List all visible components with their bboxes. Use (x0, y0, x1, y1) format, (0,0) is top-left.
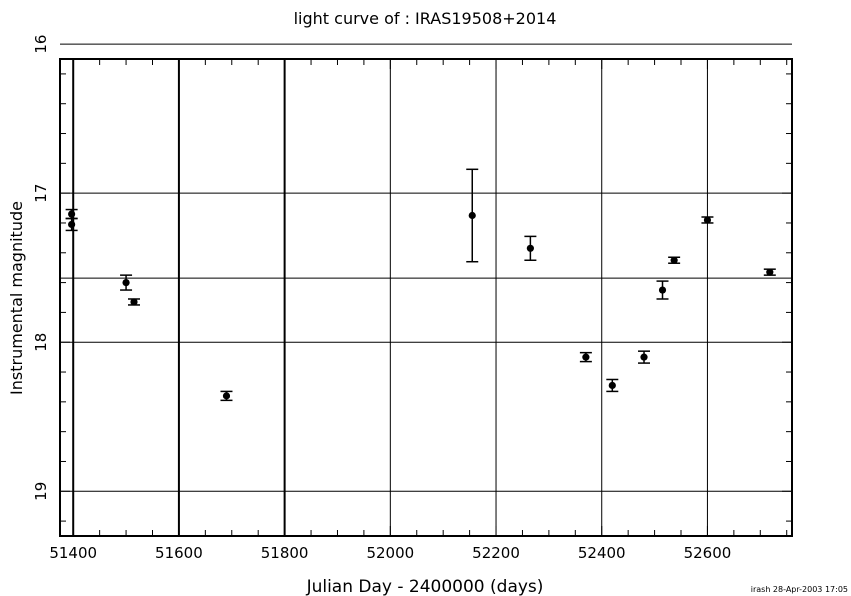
axis-ticks (60, 59, 792, 536)
data-point (668, 256, 681, 264)
data-point (65, 217, 78, 232)
point-marker (670, 256, 678, 264)
point-marker (703, 216, 712, 224)
data-point (524, 235, 537, 261)
data-point (127, 298, 140, 306)
point-marker (122, 278, 130, 287)
x-tick-label: 52000 (366, 544, 414, 562)
y-tick-label: 17 (32, 184, 50, 203)
x-tick-label: 52400 (578, 544, 626, 562)
data-point (579, 351, 592, 363)
data-point (638, 350, 651, 364)
point-marker (608, 381, 616, 390)
data-point (656, 280, 669, 300)
data-point (701, 216, 714, 224)
footer-timestamp: irash 28-Apr-2003 17:05 (751, 585, 848, 594)
point-marker (658, 286, 667, 294)
data-points (65, 168, 776, 402)
point-marker (766, 268, 774, 276)
x-tick-label: 52600 (684, 544, 732, 562)
data-point (466, 168, 479, 263)
point-marker (526, 244, 534, 252)
data-point (763, 268, 776, 276)
point-marker (222, 392, 231, 400)
y-tick-label: 16 (32, 35, 50, 54)
x-tick-label: 51800 (261, 544, 309, 562)
y-axis-label: Instrumental magnitude (7, 201, 26, 395)
point-marker (640, 353, 648, 361)
point-marker (68, 220, 76, 229)
y-tick-label: 18 (32, 333, 50, 352)
chart-title: light curve of : IRAS19508+2014 (294, 9, 557, 28)
data-point (606, 378, 619, 393)
data-point (65, 208, 78, 220)
data-point (120, 274, 133, 291)
point-marker (130, 298, 138, 306)
grid-lines (60, 43, 792, 536)
point-marker (468, 211, 476, 220)
x-tick-label: 51600 (155, 544, 203, 562)
y-tick-label: 19 (32, 482, 50, 501)
x-tick-label: 51400 (49, 544, 97, 562)
plot-frame (59, 58, 793, 537)
point-marker (582, 353, 590, 361)
point-marker (68, 210, 76, 218)
tick-labels: 51400 51600 51800 52000 52200 52400 52600 16 17 1… (32, 35, 731, 562)
data-point (220, 390, 233, 402)
x-tick-label: 52200 (472, 544, 520, 562)
x-axis-label: Julian Day - 2400000 (days) (306, 577, 544, 596)
